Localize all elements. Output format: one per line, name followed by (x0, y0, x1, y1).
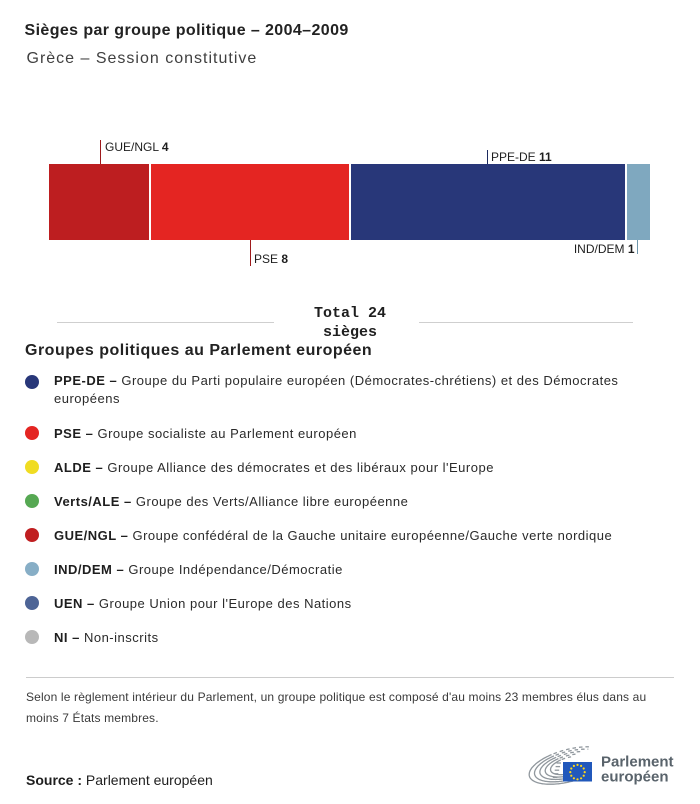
svg-text:Parlement: Parlement (601, 754, 674, 771)
svg-text:européen: européen (601, 769, 669, 786)
